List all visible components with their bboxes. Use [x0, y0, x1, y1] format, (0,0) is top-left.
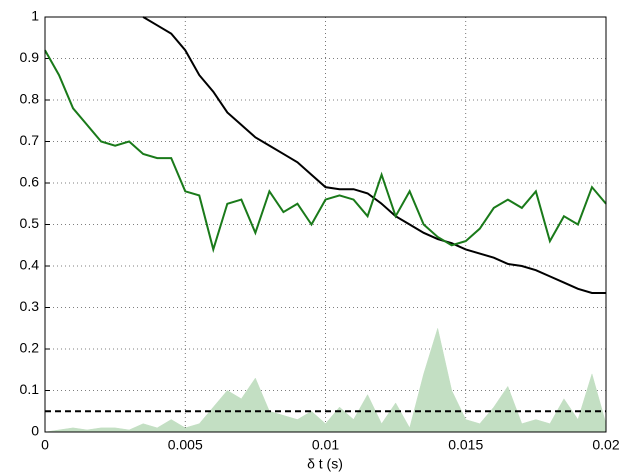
- y-tick-label: 0.8: [20, 91, 40, 107]
- x-tick-label: 0.02: [592, 437, 619, 453]
- y-tick-label: 0.5: [20, 215, 40, 231]
- y-tick-label: 0.4: [20, 257, 40, 273]
- y-tick-label: 0.6: [20, 174, 40, 190]
- y-tick-label: 0.2: [20, 340, 40, 356]
- x-tick-label: 0.01: [312, 437, 339, 453]
- y-tick-label: 0.3: [20, 298, 40, 314]
- y-tick-label: 1: [31, 8, 39, 24]
- x-tick-label: 0.015: [448, 437, 483, 453]
- x-tick-label: 0: [41, 437, 49, 453]
- plot-frame: [44, 16, 607, 433]
- y-tick-label: 0: [31, 423, 39, 439]
- y-tick-label: 0.7: [20, 132, 40, 148]
- x-tick-label: 0.005: [168, 437, 203, 453]
- x-axis-label: δ t (s): [307, 456, 343, 472]
- y-tick-label: 0.9: [20, 49, 40, 65]
- line: [44, 49, 607, 254]
- y-tick-label: 0.1: [20, 381, 40, 397]
- area: [44, 327, 607, 433]
